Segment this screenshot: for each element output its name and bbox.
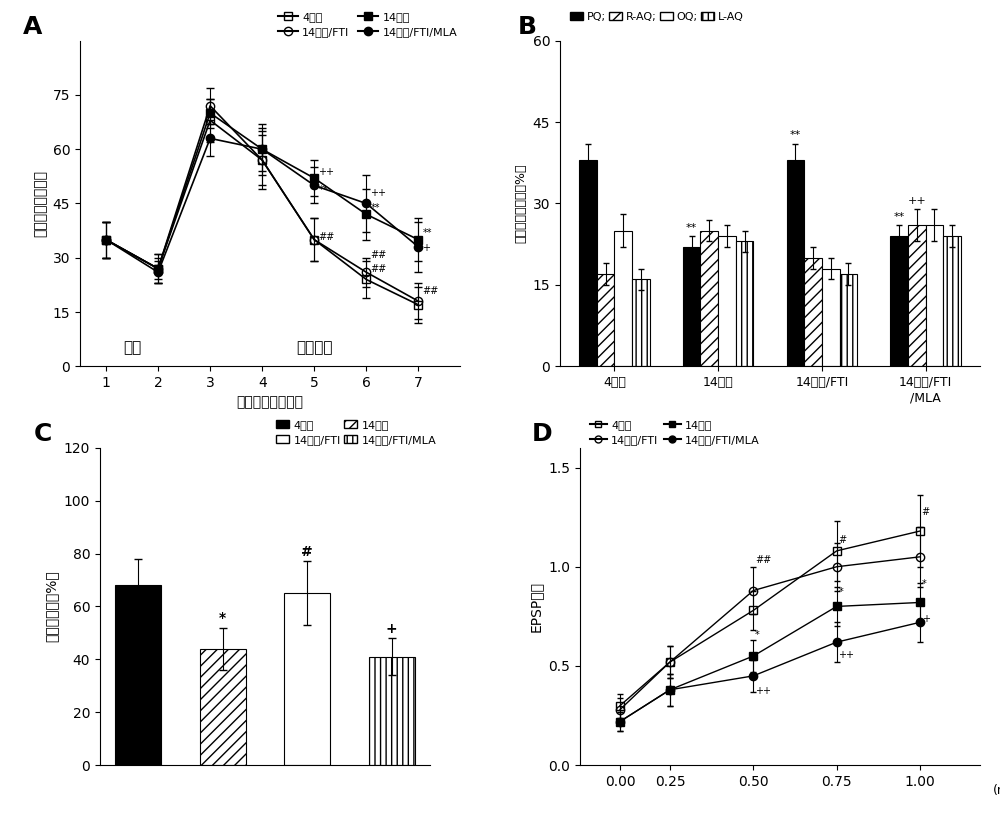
Text: +: +	[423, 243, 431, 252]
Text: C: C	[34, 422, 52, 446]
Text: *: *	[838, 587, 843, 597]
Text: ##: ##	[318, 232, 335, 242]
Bar	[115, 585, 161, 765]
Bar	[200, 649, 246, 765]
Bar	[579, 160, 597, 366]
Text: ##: ##	[370, 265, 387, 274]
X-axis label: 训练的时间（天）: 训练的时间（天）	[237, 396, 304, 409]
Y-axis label: EPSP斜率: EPSP斜率	[529, 581, 543, 632]
Y-axis label: 交替进臂率（%）: 交替进臂率（%）	[44, 571, 58, 642]
Text: ++: ++	[318, 167, 334, 177]
Text: #: #	[301, 545, 313, 559]
Text: D: D	[532, 422, 553, 446]
Text: **: **	[318, 185, 328, 195]
Bar	[614, 230, 632, 366]
Legend: 4月龄, 14月龄/FTI, 14月龄, 14月龄/FTI/MLA: 4月龄, 14月龄/FTI, 14月龄, 14月龄/FTI/MLA	[586, 415, 764, 449]
Bar	[908, 225, 926, 366]
Bar	[736, 242, 753, 366]
Text: **: **	[790, 130, 801, 140]
Text: +: +	[922, 615, 930, 624]
Bar	[890, 236, 908, 366]
Bar	[787, 160, 804, 366]
Text: +: +	[386, 622, 398, 636]
Text: ##: ##	[423, 286, 439, 296]
Bar	[683, 247, 700, 366]
Bar	[840, 274, 857, 366]
Text: ++: ++	[755, 685, 771, 696]
Bar	[926, 225, 943, 366]
Text: ++: ++	[370, 188, 386, 199]
Bar	[804, 258, 822, 366]
Text: *: *	[219, 611, 226, 625]
Legend: 4月龄, 14月龄/FTI, 14月龄, 14月龄/FTI/MLA: 4月龄, 14月龄/FTI, 14月龄, 14月龄/FTI/MLA	[271, 415, 441, 449]
Y-axis label: 各象限游泳时间（%）: 各象限游泳时间（%）	[514, 164, 527, 243]
Text: B: B	[518, 15, 537, 38]
Text: #: #	[838, 535, 846, 545]
Bar	[718, 236, 736, 366]
Text: **: **	[686, 223, 697, 233]
X-axis label: (mA): (mA)	[993, 784, 1000, 797]
Bar	[597, 274, 614, 366]
Legend: 4月龄, 14月龄/FTI, 14月龄, 14月龄/FTI/MLA: 4月龄, 14月龄/FTI, 14月龄, 14月龄/FTI/MLA	[273, 7, 462, 42]
Text: **: **	[370, 203, 380, 212]
Text: ++: ++	[838, 650, 854, 660]
Bar	[632, 279, 650, 366]
Bar	[700, 230, 718, 366]
Bar	[369, 657, 415, 765]
Text: *: *	[922, 579, 926, 589]
Text: ++: ++	[907, 195, 926, 205]
Text: 暗台试验: 暗台试验	[296, 339, 332, 355]
Text: A: A	[23, 15, 42, 38]
Bar	[822, 269, 840, 366]
Bar	[943, 236, 961, 366]
Text: ##: ##	[755, 555, 771, 565]
Text: ##: ##	[370, 250, 387, 260]
Text: *: *	[755, 630, 760, 640]
Bar	[284, 593, 330, 765]
Text: **: **	[423, 228, 432, 238]
Text: **: **	[894, 212, 905, 221]
Y-axis label: 逃避潜伏期（秒）: 逃避潜伏期（秒）	[33, 170, 47, 237]
Text: 明台: 明台	[123, 339, 141, 355]
Text: #: #	[922, 507, 930, 517]
Legend: PQ;, R-AQ;, OQ;, L-AQ: PQ;, R-AQ;, OQ;, L-AQ	[566, 7, 748, 26]
